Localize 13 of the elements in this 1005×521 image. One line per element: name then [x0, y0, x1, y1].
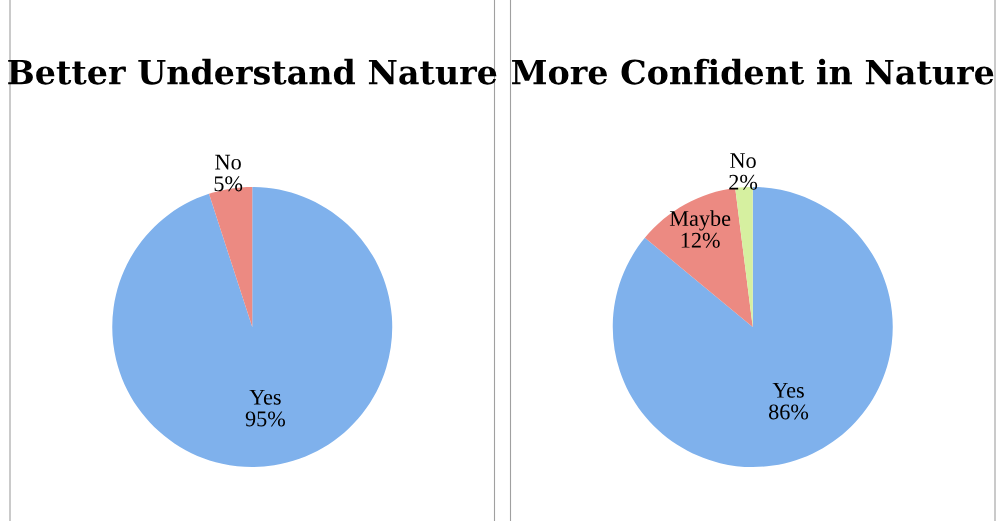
data-label: 5% [214, 176, 243, 192]
slice-label: Yes [249, 389, 281, 405]
slice-label: Maybe [669, 210, 731, 231]
slice-label: No [215, 154, 241, 170]
chart-title: Better Understand Nature [8, 58, 497, 85]
data-label: 95% [245, 411, 285, 427]
pie-slice [644, 188, 753, 327]
chart-title: More Confident in Nature [512, 58, 994, 85]
slice-label: No [730, 153, 756, 169]
slice-label: Yes [772, 382, 804, 398]
data-label: 12% [681, 232, 720, 248]
data-label: 2% [729, 174, 758, 190]
data-label: 86% [769, 404, 809, 420]
